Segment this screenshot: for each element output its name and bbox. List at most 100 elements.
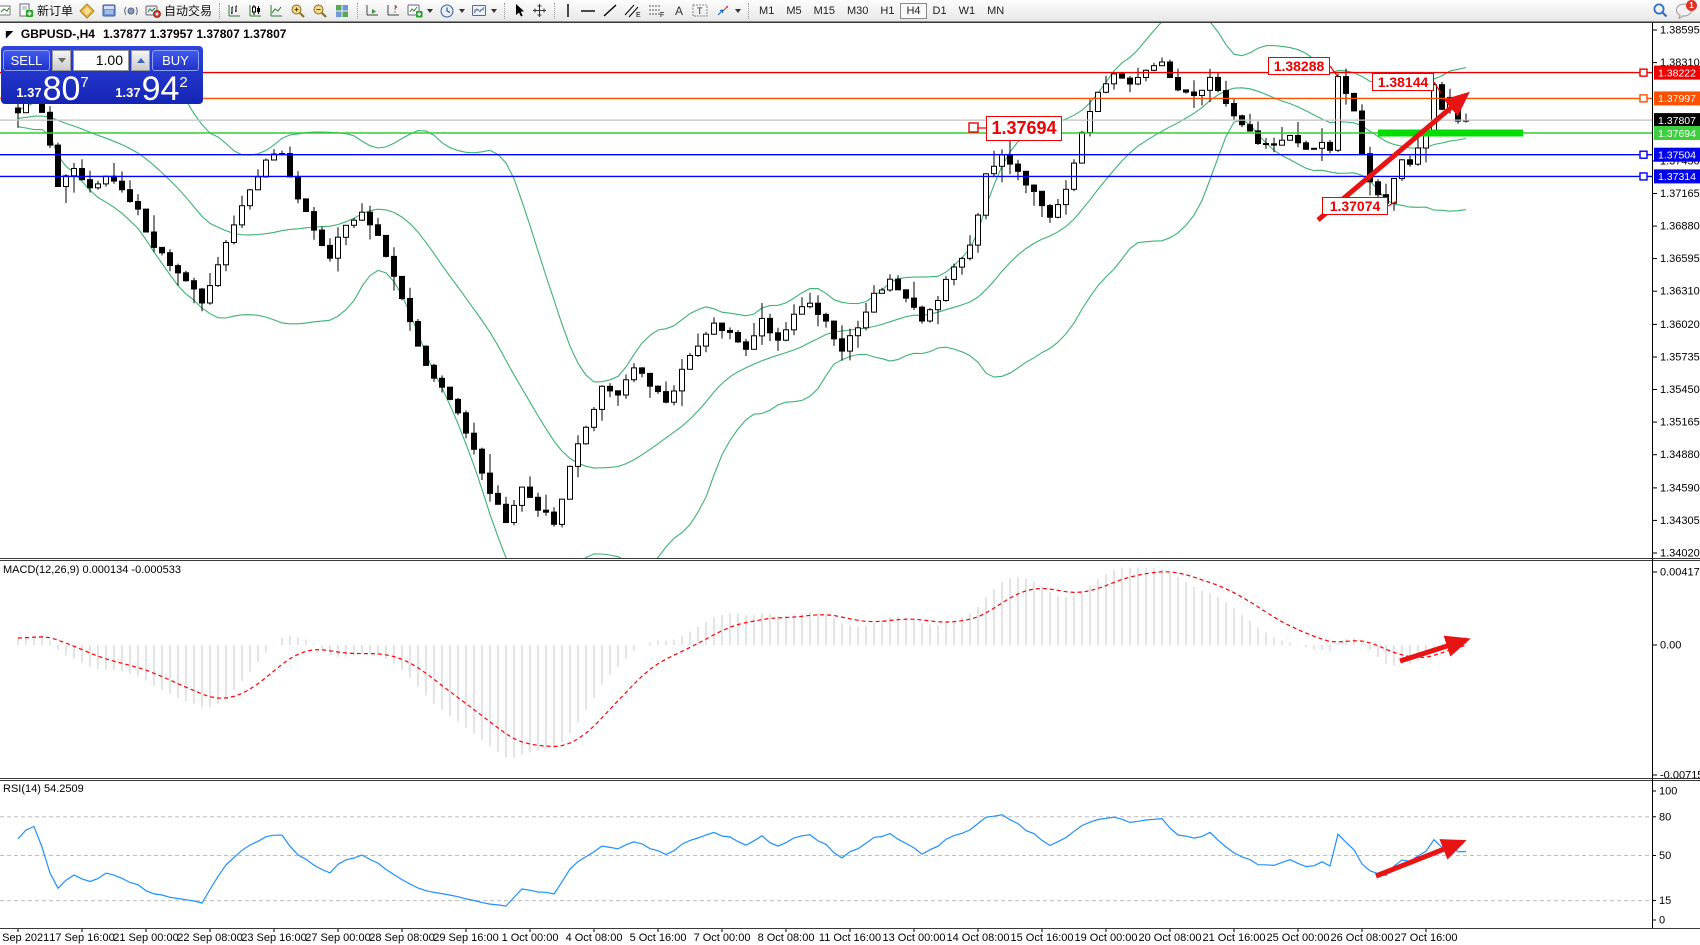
- new-order-icon: [19, 3, 33, 17]
- dropdown-caret-icon: [491, 8, 498, 13]
- timeframe-h1[interactable]: H1: [880, 4, 895, 17]
- line-chart-button[interactable]: [266, 1, 287, 21]
- rsi-axis-label: 80: [1659, 811, 1671, 823]
- time-label: 1 Oct 00:00: [502, 932, 559, 944]
- volume-increase-button[interactable]: [131, 49, 150, 71]
- volume-decrease-button[interactable]: [52, 49, 71, 71]
- price-chart[interactable]: 1.385951.383101.374501.371651.368801.365…: [0, 22, 1700, 945]
- time-label: 8 Oct 08:00: [758, 932, 815, 944]
- macd-axis-label: 0.00: [1660, 640, 1681, 652]
- zoom-in-button[interactable]: [287, 1, 309, 21]
- price-badge: 1.37694: [1658, 128, 1696, 140]
- horizontal-line-icon: [581, 10, 596, 12]
- timeframe-m30[interactable]: M30: [847, 4, 869, 17]
- candlestick-chart-icon: [249, 5, 262, 17]
- price-tick-label: 1.35735: [1660, 352, 1700, 364]
- zoom-out-icon: [313, 4, 327, 18]
- time-label: 22 Sep 08:00: [177, 932, 242, 944]
- trend-arrow[interactable]: [1375, 839, 1467, 879]
- timeframe-group: M1 M5 M15 M30 H1 H4 D1 W1 MN: [753, 2, 1010, 19]
- time-label: 26 Oct 08:00: [1331, 932, 1394, 944]
- buy-button[interactable]: BUY: [152, 49, 199, 71]
- signals-button[interactable]: [120, 1, 142, 21]
- auto-trading-button[interactable]: 自动交易: [142, 1, 215, 21]
- green-highlight-bar[interactable]: [1378, 129, 1523, 137]
- price-callout[interactable]: 1.37694: [986, 116, 1062, 141]
- timeframe-mn[interactable]: MN: [987, 4, 1005, 17]
- market-watch-button[interactable]: [98, 1, 120, 21]
- candlestick-chart-button[interactable]: [245, 1, 266, 21]
- tile-windows-button[interactable]: [331, 1, 353, 21]
- timeframe-d1[interactable]: D1: [932, 4, 947, 17]
- period-button[interactable]: [436, 1, 468, 21]
- equidistant-channel-button[interactable]: E: [621, 1, 645, 21]
- horizontal-lines: [0, 68, 1652, 181]
- price-tick-label: 1.37165: [1660, 188, 1700, 200]
- arrows-button[interactable]: [712, 1, 744, 21]
- fibonacci-icon: F: [649, 5, 664, 18]
- notifications-button[interactable]: 1: [1672, 0, 1698, 21]
- bar-chart-button[interactable]: [224, 1, 245, 21]
- volume-input[interactable]: [73, 49, 129, 71]
- search-icon: [1653, 3, 1668, 18]
- text-button[interactable]: A: [669, 1, 689, 21]
- price-callout[interactable]: 1.38144: [1372, 73, 1434, 91]
- sell-button[interactable]: SELL: [3, 49, 50, 71]
- rsi-pane: [0, 814, 1652, 907]
- time-label: 7 Oct 00:00: [694, 932, 751, 944]
- price-tick-label: 1.35450: [1660, 384, 1700, 396]
- line-chart-icon: [270, 5, 283, 17]
- chart-window[interactable]: 1.385951.383101.374501.371651.368801.365…: [0, 22, 1700, 945]
- text-label-icon: T: [692, 4, 708, 17]
- price-tick-label: 1.35165: [1660, 417, 1700, 429]
- search-button[interactable]: [1649, 1, 1672, 21]
- spin-down-icon: [57, 57, 66, 63]
- timeframe-m5[interactable]: M5: [786, 4, 802, 17]
- time-label: 28 Sep 08:00: [369, 932, 434, 944]
- cursor-button[interactable]: [509, 1, 529, 21]
- profiles-icon: [79, 2, 95, 19]
- new-order-button[interactable]: 新订单: [15, 1, 76, 21]
- text-label-button[interactable]: T: [689, 1, 712, 21]
- new-chart-button[interactable]: [404, 1, 436, 21]
- timeframe-m15[interactable]: M15: [813, 4, 835, 17]
- chart-title: ◤ GBPUSD-,H4 1.37877 1.37957 1.37807 1.3…: [6, 27, 286, 41]
- profiles-button[interactable]: [76, 1, 98, 21]
- horizontal-line-button[interactable]: [577, 1, 599, 21]
- indicators-list-button[interactable]: [0, 1, 15, 21]
- timeframe-m1[interactable]: M1: [759, 4, 775, 17]
- zoom-out-button[interactable]: [309, 1, 331, 21]
- clock-icon: [440, 4, 454, 17]
- main-pane: [0, 23, 1652, 558]
- toolbar-separator: [504, 2, 506, 19]
- crosshair-button[interactable]: [529, 1, 550, 21]
- timeframe-h4[interactable]: H4: [900, 2, 927, 19]
- trendline-button[interactable]: [599, 1, 621, 21]
- rsi-axis-label: 0: [1659, 915, 1665, 927]
- chart-shift-button[interactable]: [383, 1, 404, 21]
- trend-arrow[interactable]: [1399, 635, 1471, 664]
- spin-up-icon: [136, 57, 145, 63]
- price-tick-label: 1.34590: [1660, 482, 1700, 494]
- timeframe-w1[interactable]: W1: [958, 4, 976, 17]
- templates-button[interactable]: [468, 1, 500, 21]
- price-badge: 1.37807: [1658, 115, 1696, 127]
- vertical-line-button[interactable]: [559, 1, 577, 21]
- toolbar-separator: [357, 2, 359, 19]
- price-callout[interactable]: 1.37074: [1322, 197, 1388, 215]
- auto-scroll-icon: [366, 5, 379, 16]
- time-label: 15 Oct 16:00: [1011, 932, 1074, 944]
- fibonacci-button[interactable]: F: [645, 1, 669, 21]
- new-order-label: 新订单: [37, 4, 74, 18]
- templates-icon: [472, 4, 487, 16]
- price-badge: 1.38222: [1658, 67, 1696, 79]
- time-label: 19 Oct 00:00: [1075, 932, 1138, 944]
- time-label: 29 Sep 16:00: [433, 932, 498, 944]
- time-label: 27 Oct 16:00: [1395, 932, 1458, 944]
- time-label: 16 Sep 2021: [0, 932, 49, 944]
- toolbar: 新订单 自动交易 E F: [0, 0, 1700, 22]
- auto-scroll-button[interactable]: [362, 1, 383, 21]
- price-callout[interactable]: 1.38288: [1268, 57, 1330, 75]
